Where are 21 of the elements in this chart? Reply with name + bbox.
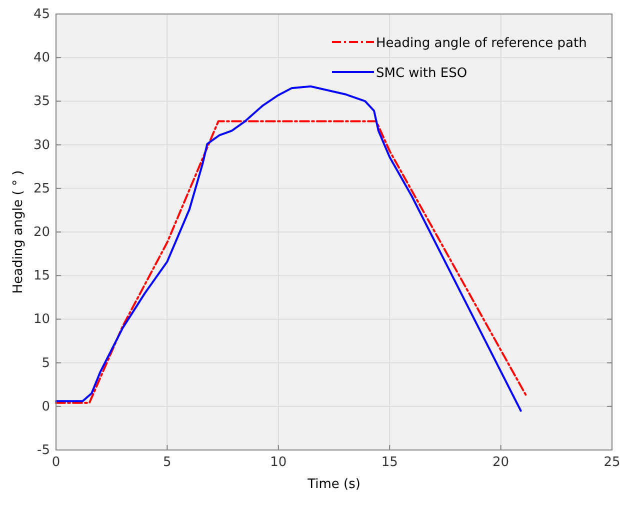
y-tick-label: 35: [33, 94, 50, 110]
x-tick-label: 0: [52, 455, 60, 470]
y-tick-label: 45: [33, 7, 50, 22]
y-tick-label: 40: [33, 50, 50, 66]
x-tick-label: 15: [381, 455, 398, 470]
x-tick-label: 20: [492, 455, 510, 470]
legend-label: SMC with ESO: [376, 66, 468, 81]
y-tick-label: 5: [42, 356, 50, 371]
y-tick-label: 15: [33, 268, 50, 284]
y-axis-title: Heading angle ( ° ): [11, 170, 26, 294]
x-tick-label: 25: [604, 455, 620, 470]
y-tick-label: 20: [33, 225, 50, 240]
x-tick-label: 5: [163, 455, 172, 470]
x-axis-title: Time (s): [306, 477, 360, 492]
y-tick-label: -5: [37, 443, 50, 458]
legend-label: Heading angle of reference path: [376, 36, 587, 51]
y-tick-label: 30: [33, 138, 50, 153]
x-tick-label: 10: [270, 455, 287, 470]
y-tick-label: 10: [33, 312, 50, 328]
y-tick-label: 25: [33, 181, 50, 196]
y-tick-label: 0: [42, 399, 50, 414]
